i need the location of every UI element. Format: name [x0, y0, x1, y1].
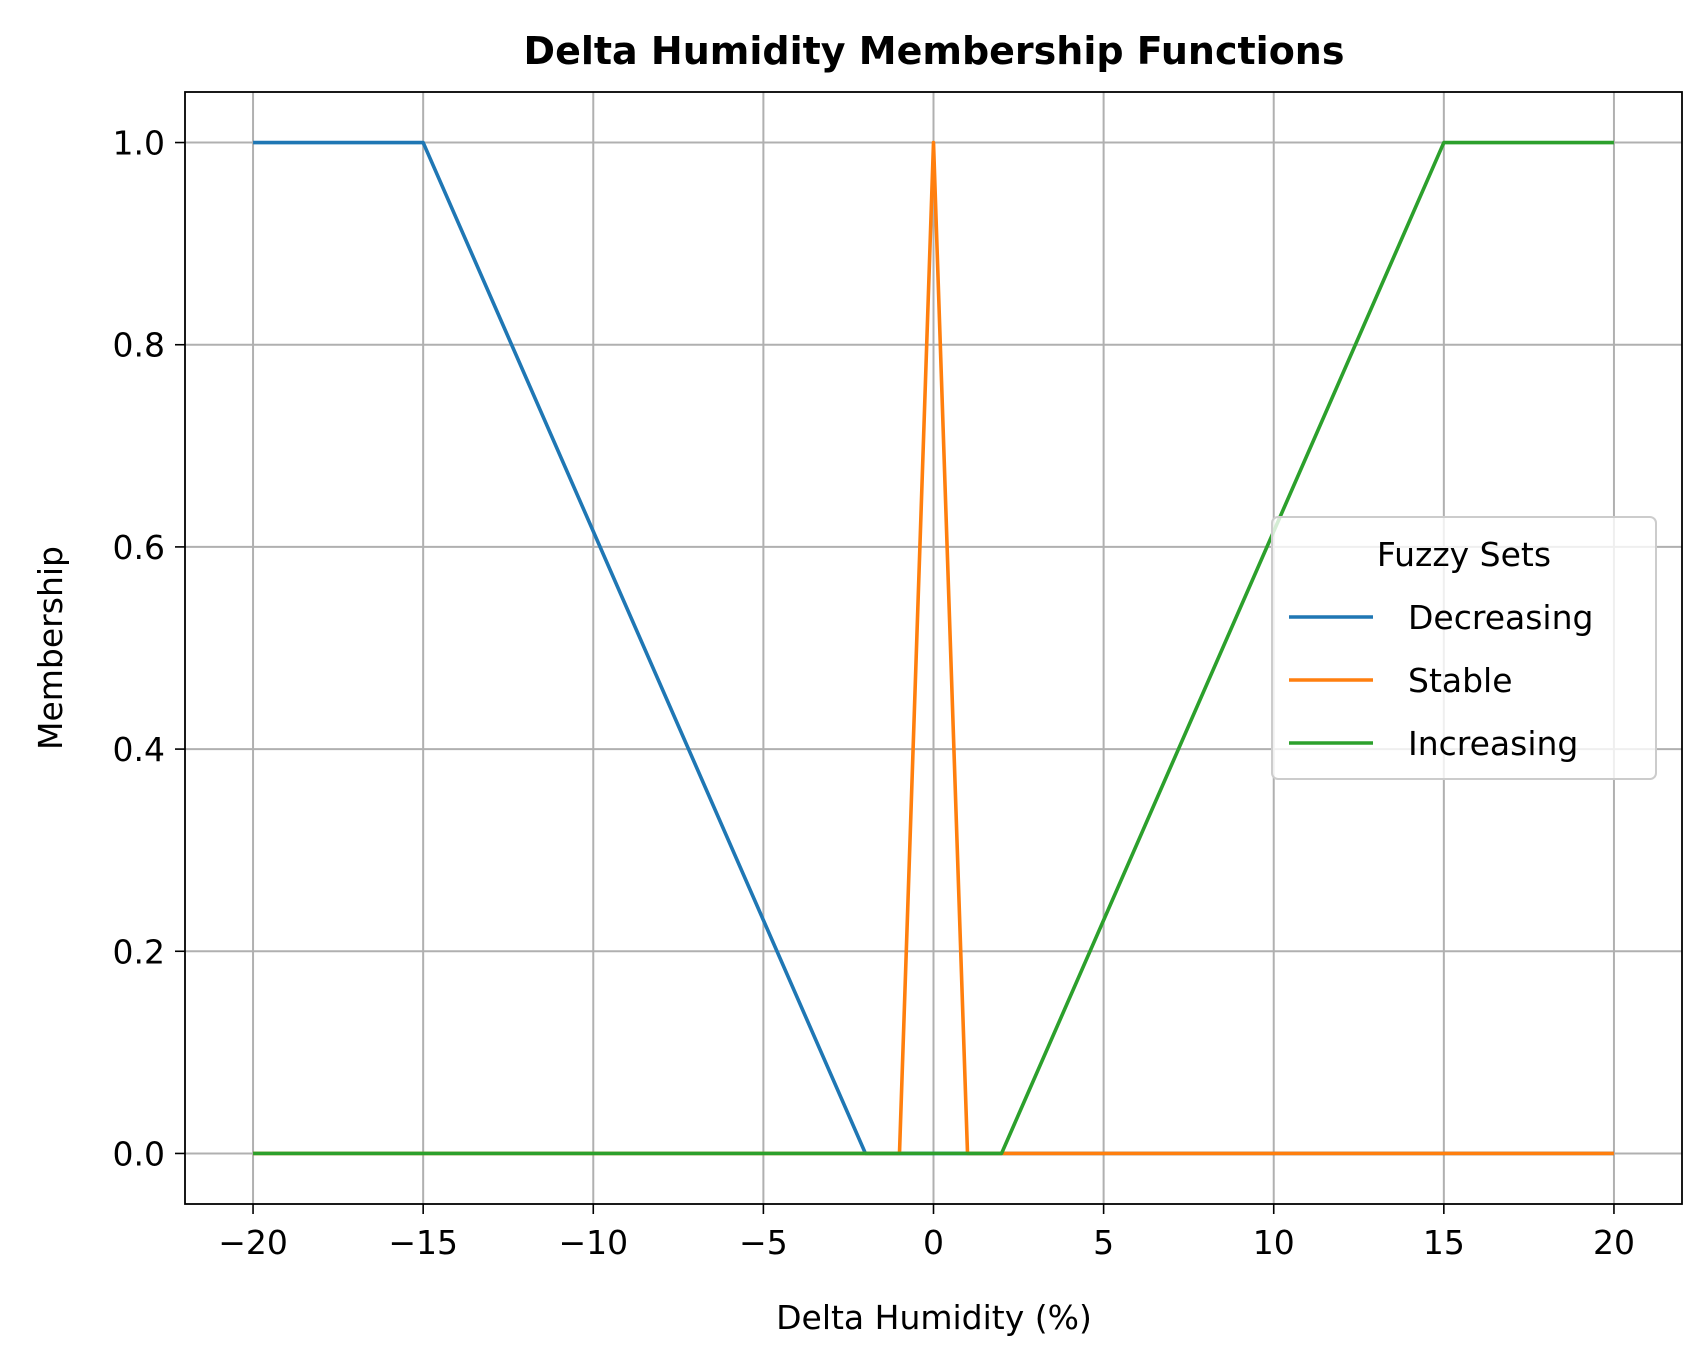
x-tick-label: 0: [923, 1223, 944, 1262]
x-tick-label: −15: [388, 1223, 458, 1262]
y-tick-label: 0.4: [113, 730, 165, 769]
x-ticks: −20 −15 −10 −5 0 5 10 15 20: [218, 1204, 1635, 1262]
x-axis-label: Delta Humidity (%): [776, 1298, 1092, 1337]
x-tick-label: 15: [1423, 1223, 1465, 1262]
x-tick-label: 20: [1593, 1223, 1635, 1262]
y-axis-label: Membership: [31, 546, 70, 750]
legend-title: Fuzzy Sets: [1377, 535, 1551, 574]
legend-label-decreasing: Decreasing: [1408, 598, 1593, 637]
chart-title: Delta Humidity Membership Functions: [524, 29, 1345, 73]
y-tick-label: 1.0: [113, 124, 165, 163]
x-tick-label: −5: [739, 1223, 788, 1262]
y-tick-label: 0.0: [113, 1134, 165, 1173]
legend-label-increasing: Increasing: [1408, 724, 1578, 763]
y-tick-label: 0.8: [113, 326, 165, 365]
series-layer: [253, 140, 1614, 1156]
x-tick-label: −10: [558, 1223, 628, 1262]
y-tick-label: 0.2: [113, 932, 165, 971]
legend-box: [1271, 516, 1657, 780]
legend: Fuzzy Sets Decreasing Stable Increasing: [1271, 516, 1657, 780]
y-tick-label: 0.6: [113, 528, 165, 567]
y-ticks: 0.0 0.2 0.4 0.6 0.8 1.0: [113, 124, 185, 1173]
x-tick-label: −20: [218, 1223, 288, 1262]
x-tick-label: 10: [1253, 1223, 1295, 1262]
x-tick-label: 5: [1093, 1223, 1114, 1262]
legend-entries: Decreasing Stable Increasing: [1289, 598, 1593, 763]
series-line-increasing: [253, 140, 1614, 1156]
legend-label-stable: Stable: [1408, 661, 1513, 700]
